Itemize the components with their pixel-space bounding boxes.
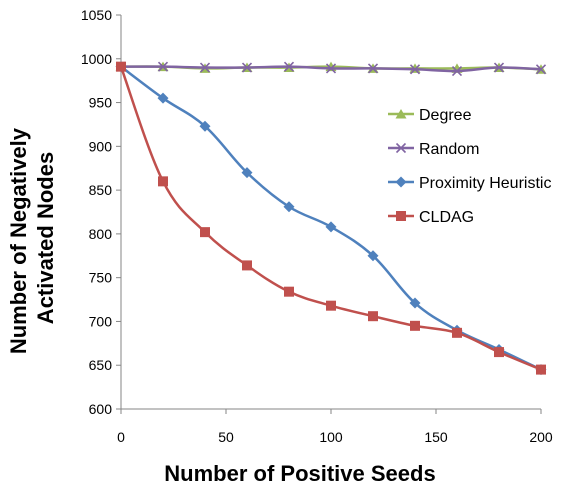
x-tick-label: 50 xyxy=(218,429,234,445)
x-tick-label: 0 xyxy=(117,429,125,445)
data-point-random xyxy=(367,63,379,74)
data-point-proximity-heuristic xyxy=(325,221,337,233)
data-point-random xyxy=(535,64,547,75)
data-point-cldag xyxy=(326,300,336,311)
data-point-random xyxy=(409,64,421,75)
series-cldag xyxy=(116,61,546,375)
y-axis-title: Number of Negatively Activated Nodes xyxy=(6,122,58,354)
y-tick-label: 950 xyxy=(89,95,113,111)
y-tick-label: 800 xyxy=(89,226,113,242)
y-tick-label: 900 xyxy=(89,138,113,154)
series-line-cldag xyxy=(119,66,542,371)
legend-item-degree: Degree xyxy=(388,107,472,124)
legend-item-proximity-heuristic: Proximity Heuristic xyxy=(388,175,551,192)
data-point-random xyxy=(493,62,505,73)
legend-label: CLDAG xyxy=(419,209,474,226)
y-tick-label: 1000 xyxy=(81,51,112,67)
data-point-cldag xyxy=(368,311,378,322)
x-tick-label: 100 xyxy=(319,429,343,445)
data-point-cldag xyxy=(116,61,126,72)
data-point-random xyxy=(325,63,337,74)
x-axis-title: Number of Positive Seeds xyxy=(164,461,435,486)
data-point-cldag xyxy=(242,260,252,271)
y-tick-label: 600 xyxy=(89,401,113,417)
legend-item-cldag: CLDAG xyxy=(388,209,474,226)
data-point-cldag xyxy=(494,347,504,358)
data-point-random xyxy=(241,62,253,73)
data-point-proximity-heuristic xyxy=(157,92,169,104)
legend-swatch-marker xyxy=(395,176,407,188)
legend-swatch-marker xyxy=(395,109,407,119)
data-point-proximity-heuristic xyxy=(367,250,379,262)
series-layer xyxy=(115,61,547,376)
data-point-random xyxy=(283,61,295,72)
y-tick-label: 650 xyxy=(89,357,113,373)
legend-label: Degree xyxy=(419,107,472,124)
data-point-cldag xyxy=(284,286,294,297)
data-point-cldag xyxy=(158,176,168,187)
legend-label: Proximity Heuristic xyxy=(419,175,551,192)
y-tick-label: 750 xyxy=(89,270,113,286)
y-axis-title-line-1: Number of Negatively xyxy=(6,127,31,354)
axes: 600 650 700 750 800 850 900 950 1000 1050 0 50 100 15… xyxy=(81,7,553,445)
data-point-random xyxy=(451,65,463,77)
legend: Degree Random Proximity Heuristic CLDAG xyxy=(388,107,551,226)
data-point-proximity-heuristic xyxy=(409,297,421,309)
data-point-cldag xyxy=(200,227,210,238)
series-proximity-heuristic xyxy=(115,61,547,376)
y-tick-label: 850 xyxy=(89,182,113,198)
y-axis-title-line-2: Activated Nodes xyxy=(33,152,58,324)
data-point-cldag xyxy=(452,327,462,338)
legend-swatch-marker xyxy=(396,211,406,221)
data-point-proximity-heuristic xyxy=(283,201,295,213)
legend-swatch-marker xyxy=(395,142,407,154)
data-point-proximity-heuristic xyxy=(199,120,211,132)
legend-label: Random xyxy=(419,141,479,158)
data-point-cldag xyxy=(410,320,420,331)
legend-item-random: Random xyxy=(388,141,479,158)
data-point-random xyxy=(199,62,211,73)
data-point-cldag xyxy=(536,364,546,375)
y-tick-label: 1050 xyxy=(81,7,112,23)
x-tick-label: 200 xyxy=(529,429,553,445)
y-tick-label: 700 xyxy=(89,313,113,329)
data-point-proximity-heuristic xyxy=(241,167,253,179)
x-tick-label: 150 xyxy=(424,429,448,445)
series-line-proximity-heuristic xyxy=(120,65,542,371)
data-point-random xyxy=(157,61,169,72)
